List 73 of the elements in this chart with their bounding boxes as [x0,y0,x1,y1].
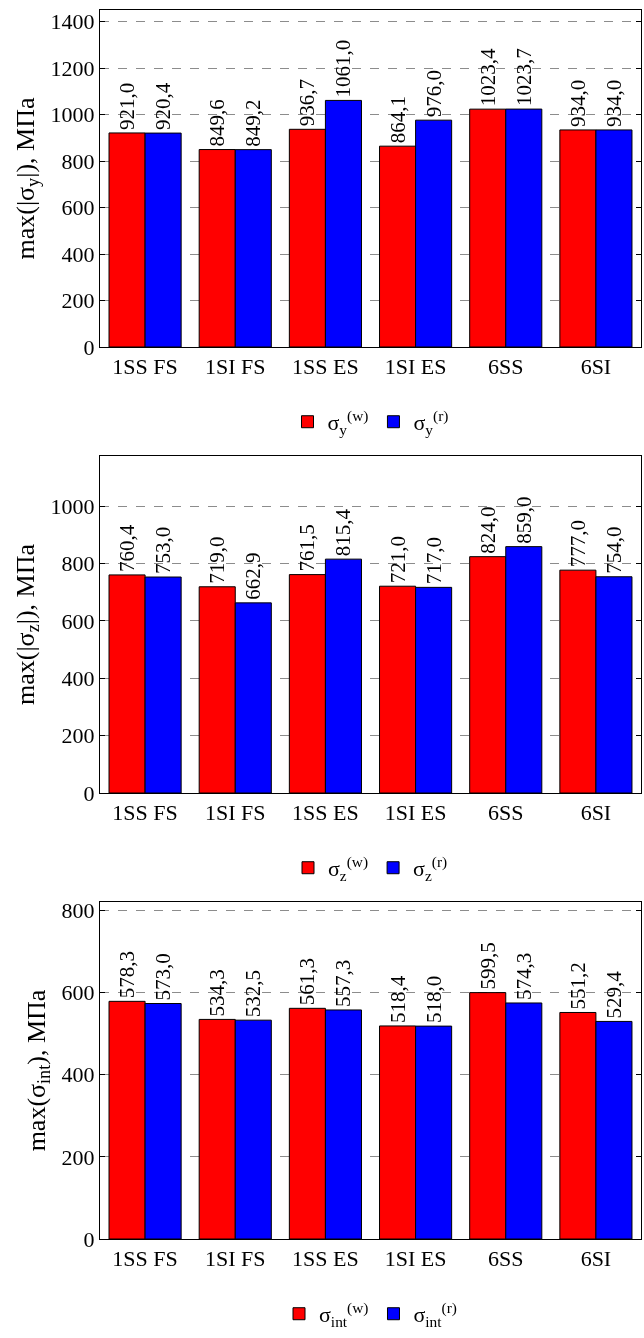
y-tick-label: 0 [83,780,95,806]
y-tick-label: 0 [83,334,95,360]
y-tick-label: 1000 [50,493,95,519]
x-tick-label: 1SS ES [292,354,359,380]
data-label: 859,0 [511,496,536,544]
x-tick-label: 6SS [488,1246,524,1272]
y-tick-label: 600 [61,608,95,634]
data-label: 529,4 [601,970,626,1019]
data-label: 753,0 [151,526,176,575]
data-label: 934,0 [601,79,626,127]
y-tick-label: 1400 [50,9,95,35]
x-tick-label: 1SI ES [384,1246,447,1272]
x-tick-label: 1SI FS [204,800,266,826]
y-tick-label: 400 [61,665,95,691]
x-tick-label: 1SI FS [204,1246,266,1272]
data-label: 532,5 [241,969,266,1018]
data-label: 921,0 [115,82,140,130]
data-label: 920,4 [151,82,176,131]
x-tick-label: 6SI [580,354,612,380]
x-tick-label: 1SS FS [112,1246,178,1272]
data-label: 815,4 [331,508,356,557]
x-tick-label: 6SS [488,354,524,380]
data-label: 849,2 [241,99,266,147]
x-tick-label: 6SI [580,800,612,826]
data-label: 662,9 [241,552,266,600]
data-label: 754,0 [601,526,626,574]
x-tick-label: 1SS FS [112,800,178,826]
y-tick-label: 1000 [50,102,95,128]
y-tick-label: 200 [61,723,95,749]
data-label: 824,0 [475,506,500,554]
data-label: 976,0 [421,69,446,118]
y-tick-label: 600 [61,195,95,221]
data-label: 864,1 [385,95,410,144]
data-label: 1061,0 [331,39,356,98]
data-label: 760,4 [115,524,140,572]
data-label: 599,5 [475,942,500,990]
data-label: 719,0 [205,536,230,584]
x-tick-label: 1SI ES [384,800,447,826]
data-label: 717,0 [421,537,446,585]
data-label: 761,5 [295,524,320,572]
data-label: 534,3 [205,969,230,1017]
data-label: 518,4 [385,975,410,1023]
data-label: 573,0 [151,953,176,1001]
data-label: 551,2 [565,962,590,1010]
x-tick-label: 1SI ES [384,354,447,380]
data-label: 557,3 [331,959,356,1007]
data-label: 574,3 [511,952,536,1000]
data-label: 561,3 [295,958,320,1006]
y-tick-label: 800 [61,551,95,577]
data-label: 578,3 [115,951,140,999]
data-label: 936,7 [295,79,320,127]
data-label: 1023,4 [475,47,500,107]
data-label: 721,0 [385,535,410,584]
y-tick-label: 1200 [50,55,95,81]
x-tick-label: 1SS ES [292,1246,359,1272]
y-tick-label: 400 [61,241,95,267]
data-label: 1023,7 [511,48,536,107]
y-tick-label: 0 [83,1226,95,1252]
x-tick-label: 6SS [488,800,524,826]
y-tick-label: 400 [61,1062,95,1088]
data-label: 849,6 [205,99,230,147]
data-label: 518,0 [421,975,446,1024]
data-label: 777,0 [565,519,590,568]
x-tick-label: 6SI [580,1246,612,1272]
x-tick-label: 1SS FS [112,354,178,380]
y-tick-label: 200 [61,288,95,314]
y-tick-label: 200 [61,1144,95,1170]
y-tick-label: 600 [61,980,95,1006]
x-tick-label: 1SI FS [204,354,266,380]
y-tick-label: 800 [61,148,95,174]
data-label: 934,0 [565,79,590,127]
x-tick-label: 1SS ES [292,800,359,826]
y-tick-label: 800 [61,897,95,923]
